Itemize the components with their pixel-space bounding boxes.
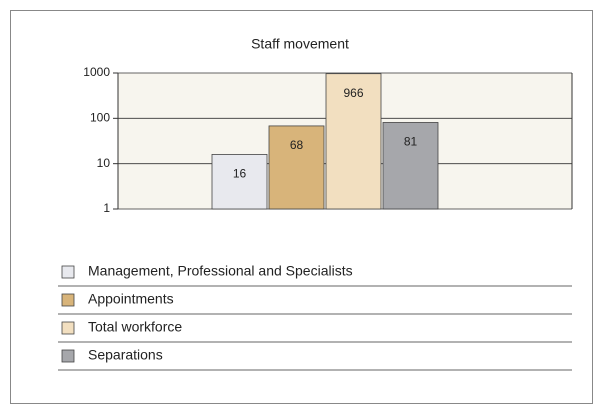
legend-text: Appointments [88, 291, 174, 307]
bar [382, 122, 439, 210]
y-tick-label: 1 [103, 201, 110, 215]
y-tick-label: 10 [97, 156, 111, 170]
y-tick-label: 100 [90, 111, 110, 125]
y-tick-label: 1000 [83, 65, 110, 79]
bar [211, 154, 268, 210]
data-label: 81 [404, 135, 418, 149]
legend-swatch [61, 321, 75, 335]
data-label: 68 [290, 138, 304, 152]
chart-title: Staff movement [251, 36, 349, 52]
legend-text: Total workforce [88, 319, 182, 335]
bar [268, 125, 325, 210]
legend-swatch [61, 349, 75, 363]
data-label: 16 [233, 167, 247, 181]
legend-text: Management, Professional and Specialists [88, 263, 353, 279]
legend-text: Separations [88, 347, 163, 363]
bar [325, 73, 382, 210]
data-label: 966 [343, 86, 363, 100]
legend-swatch [61, 265, 75, 279]
legend-swatch [61, 293, 75, 307]
